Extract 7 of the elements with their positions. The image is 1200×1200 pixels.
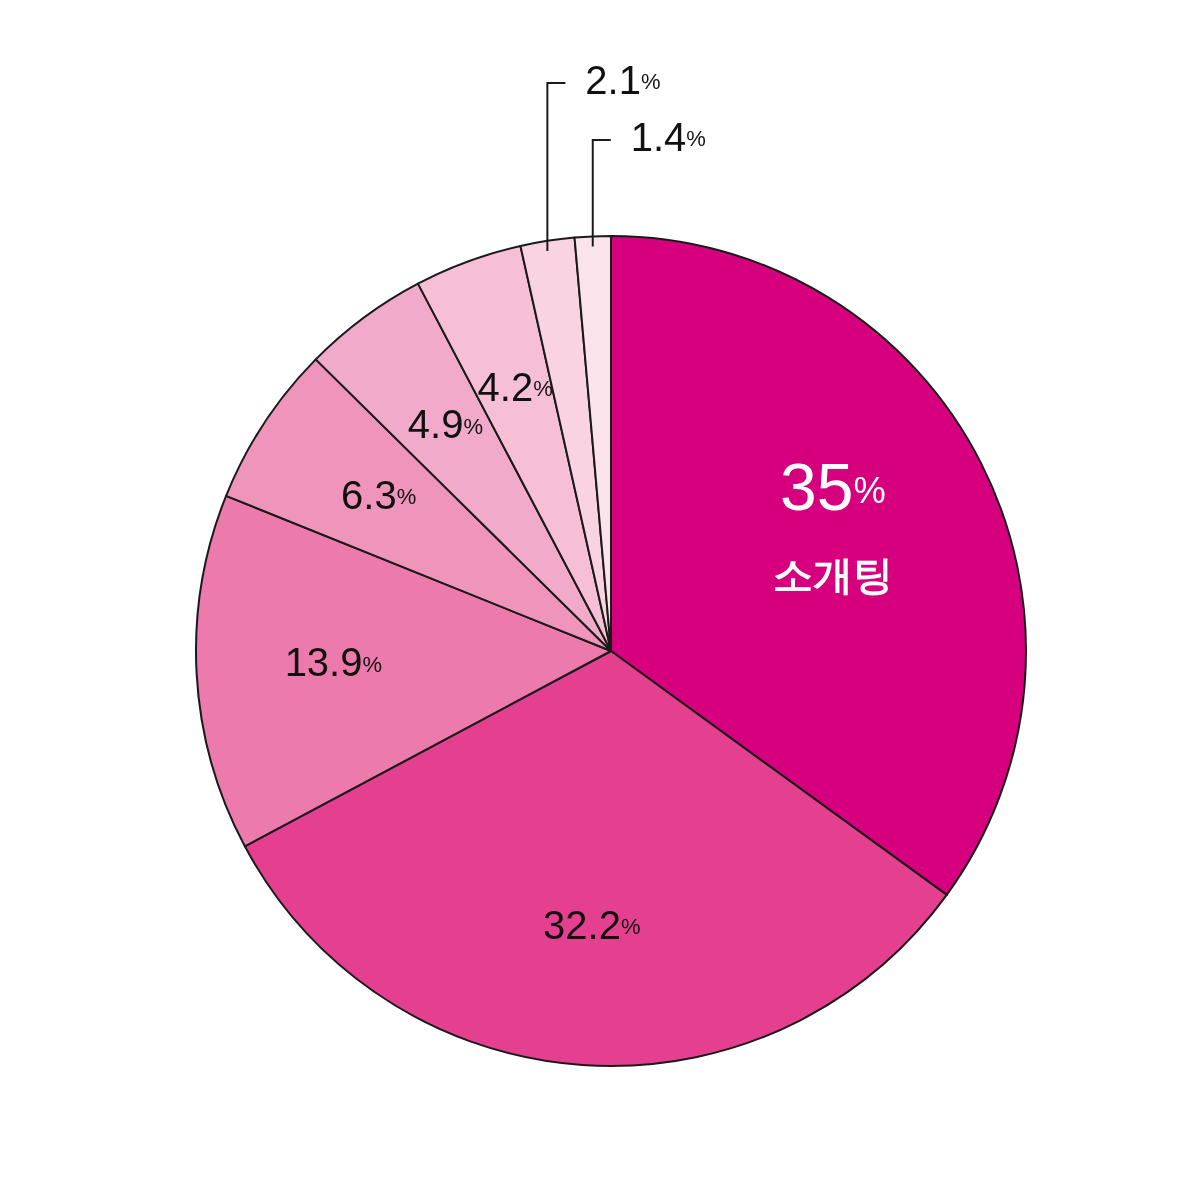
data-label: 2.1% bbox=[585, 57, 661, 102]
data-label: 1.4% bbox=[630, 114, 706, 159]
data-label: 6.3% bbox=[341, 472, 417, 517]
data-label: 32.2% bbox=[543, 902, 641, 947]
data-label: 35% bbox=[780, 450, 886, 525]
data-label: 13.9% bbox=[284, 640, 383, 685]
slice-label: 소개팅 bbox=[772, 551, 893, 598]
